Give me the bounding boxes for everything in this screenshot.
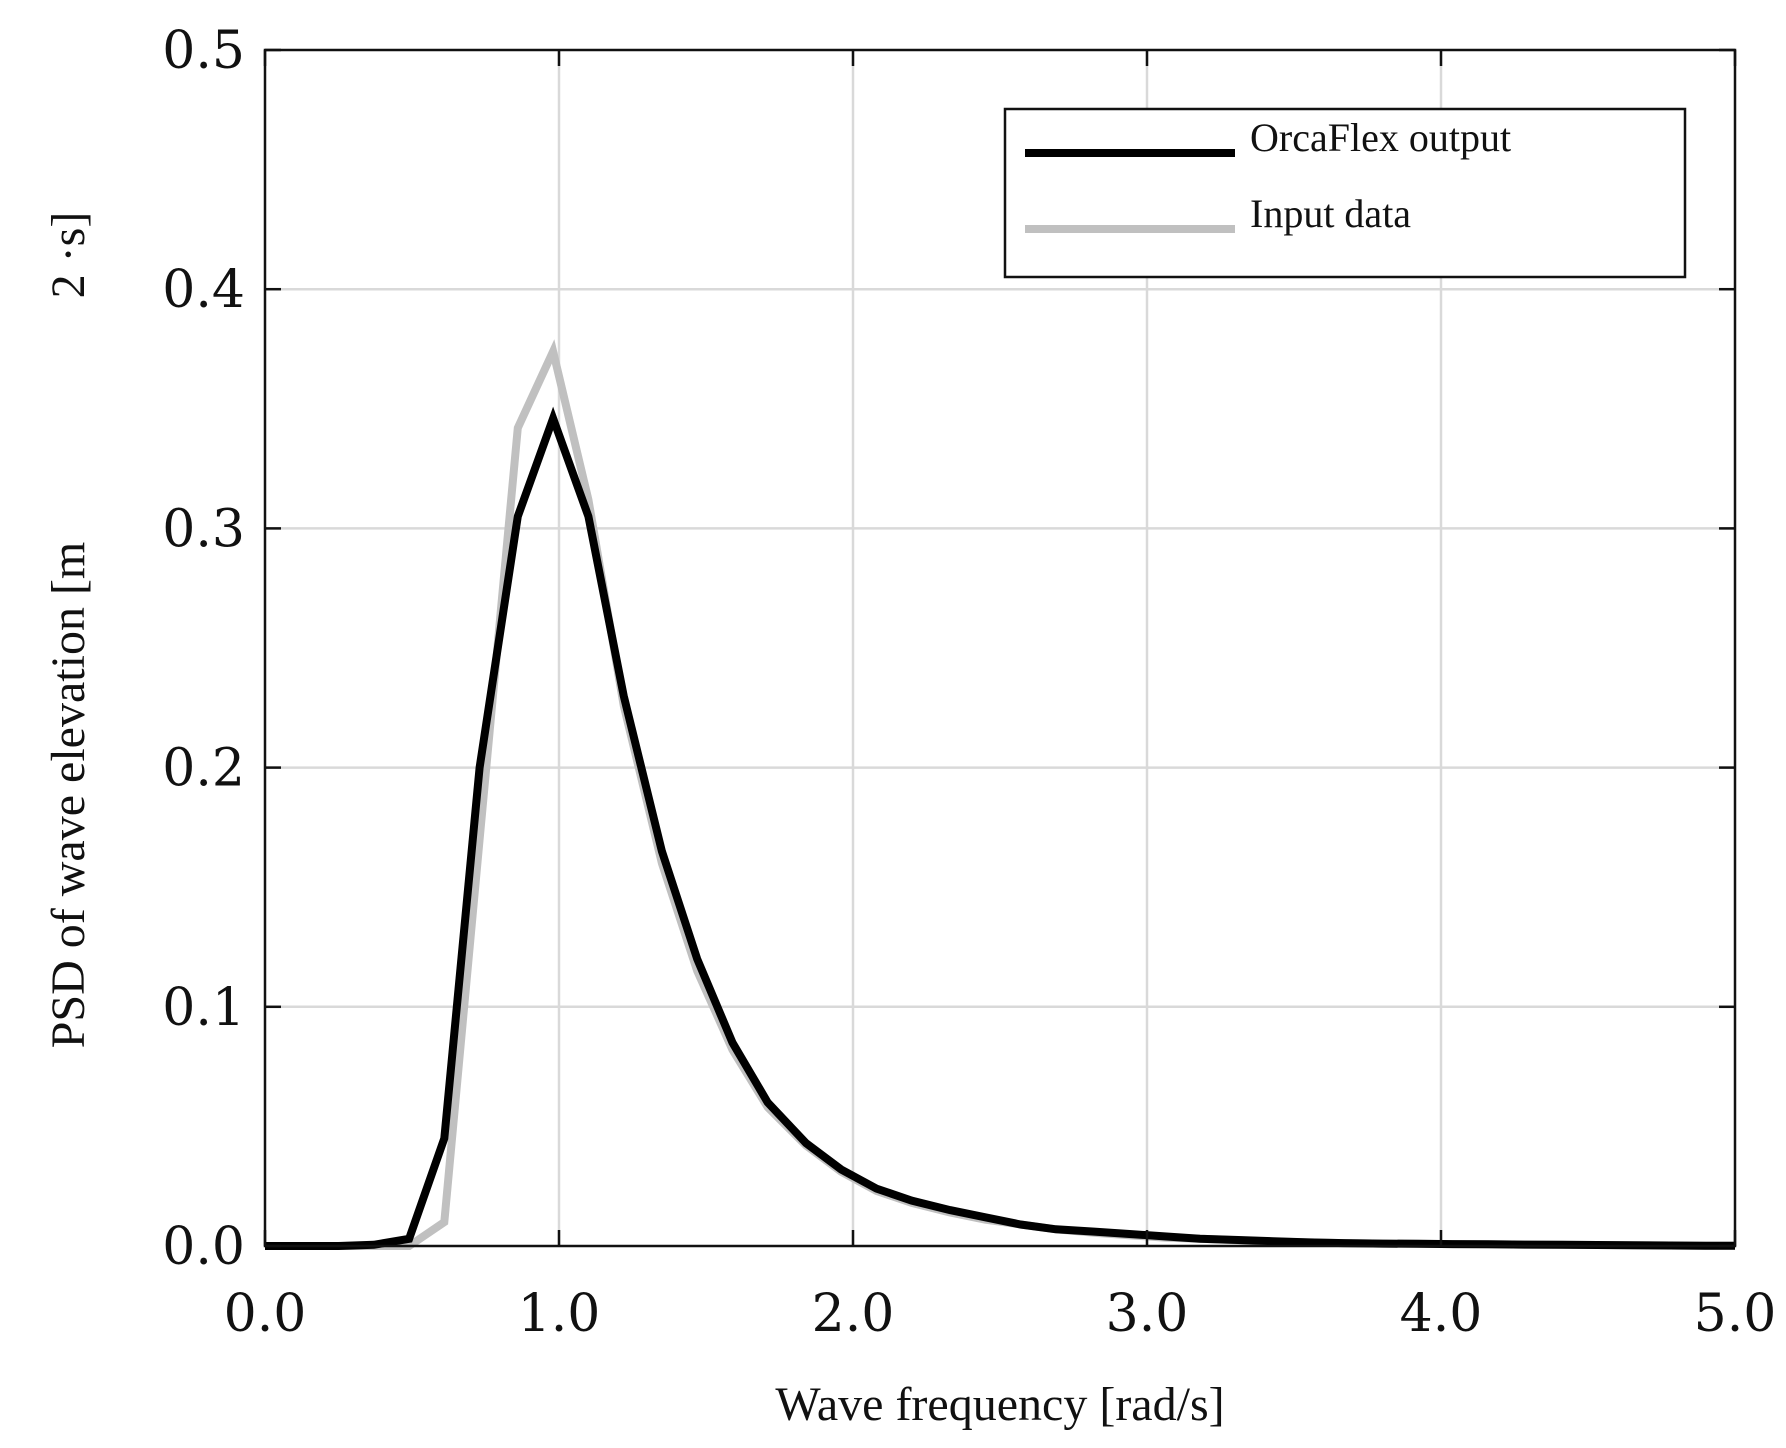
legend-box — [1003, 107, 1687, 279]
x-tick-label: 3.0 — [1106, 1284, 1189, 1344]
x-tick-label: 1.0 — [518, 1284, 601, 1344]
y-tick-label: 0.1 — [162, 978, 245, 1038]
tick-labels: 0.0 1.0 2.0 3.0 4.0 5.0 0.0 0.1 0.2 0.3 0.4 0.5 — [162, 21, 1776, 1344]
legend-label-orcaflex-output: OrcaFlex output — [1250, 115, 1511, 160]
legend: OrcaFlex output Input data — [1003, 107, 1687, 279]
y-tick-label: 0.4 — [162, 260, 245, 320]
y-axis-title-unit: 2 ·s] — [42, 212, 95, 299]
x-tick-label: 0.0 — [224, 1284, 307, 1344]
x-tick-label: 2.0 — [812, 1284, 895, 1344]
y-tick-label: 0.3 — [162, 499, 245, 559]
legend-label-input-data: Input data — [1250, 191, 1411, 236]
x-axis-title: Wave frequency [rad/s] — [775, 1378, 1224, 1431]
plot-frame — [263, 48, 1737, 1248]
x-tick-label: 4.0 — [1400, 1284, 1483, 1344]
x-tick-label: 5.0 — [1694, 1284, 1777, 1344]
y-tick-label: 0.0 — [162, 1217, 245, 1277]
series-line-orcaflex-output — [265, 406, 1735, 1250]
y-axis-title: PSD of wave elevation [m — [42, 542, 95, 1049]
axis-ticks — [263, 48, 1737, 1248]
y-tick-label: 0.2 — [162, 739, 245, 799]
series-layer — [265, 339, 1735, 1250]
y-tick-label: 0.5 — [162, 21, 245, 81]
